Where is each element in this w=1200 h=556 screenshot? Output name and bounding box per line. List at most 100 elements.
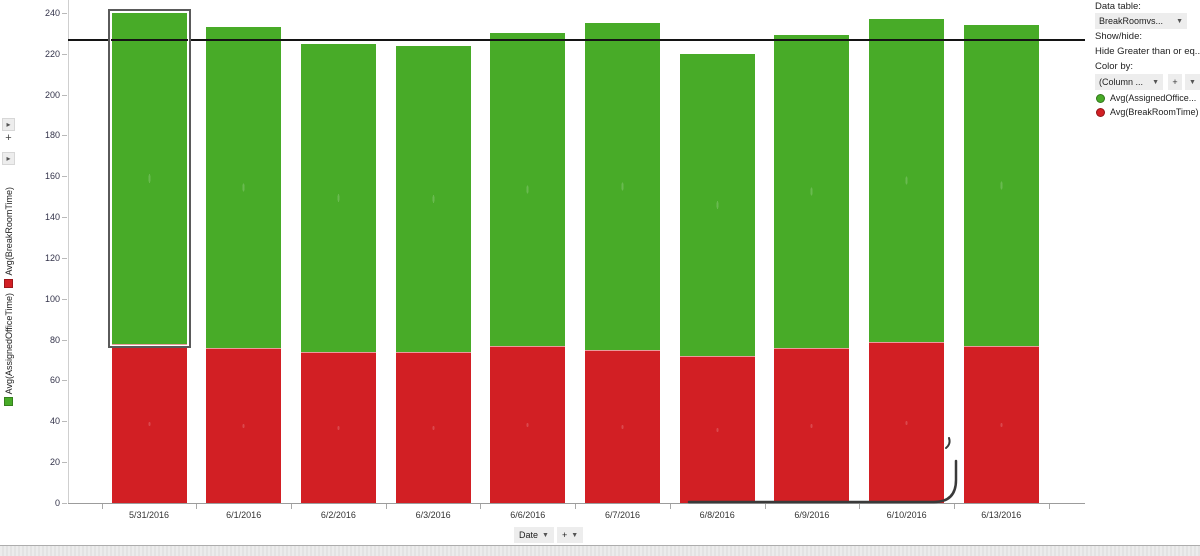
data-table-dropdown[interactable]: BreakRoomvs... ▼	[1095, 13, 1187, 29]
bar-red-segment[interactable]	[774, 347, 850, 503]
data-table-value: BreakRoomvs...	[1099, 16, 1164, 26]
legend-item-assignedoffice[interactable]: Avg(AssignedOffice...	[1096, 93, 1196, 103]
bar-red-segment[interactable]	[869, 341, 945, 503]
show-hide-label: Show/hide:	[1095, 31, 1143, 42]
y-axis-dropdown-icon[interactable]: ▸	[2, 152, 15, 165]
red-dot-icon	[1096, 107, 1105, 117]
x-axis-date-label: 6/13/2016	[981, 510, 1022, 520]
x-axis-date-label: 6/3/2016	[415, 510, 451, 520]
green-dot-icon	[1096, 93, 1105, 103]
bar-green-segment[interactable]	[963, 25, 1039, 346]
legend-label: Avg(AssignedOffice...	[1110, 93, 1197, 103]
selection-outline	[107, 8, 191, 348]
x-axis-date-label: 6/8/2016	[699, 510, 735, 520]
bar-red-segment[interactable]	[490, 345, 566, 503]
y-axis-label: Avg(AssignedOfficeTime)	[3, 292, 14, 394]
chevron-down-icon: ▼	[542, 531, 549, 539]
x-axis-tick	[196, 504, 198, 509]
color-by-value: (Column ...	[1099, 77, 1144, 87]
x-axis-tick	[385, 504, 387, 509]
horizontal-scrollbar[interactable]	[0, 545, 1200, 556]
bar-green-segment[interactable]	[300, 43, 376, 352]
x-axis-selector-label: Date	[519, 530, 539, 540]
color-by-dropdown-arrow[interactable]: ▼	[1185, 74, 1200, 90]
y-axis-tick-label: 0	[54, 498, 60, 508]
x-axis-line	[68, 503, 1085, 504]
y-axis-tick-label: 100	[44, 293, 60, 304]
y-axis-tick-label: 120	[44, 252, 60, 263]
bar-green-segment[interactable]	[395, 45, 471, 352]
plot-left-border	[68, 0, 69, 503]
y-axis-tick-label: 200	[44, 89, 60, 100]
x-axis-tick	[1048, 504, 1050, 509]
y-axis-tick	[62, 257, 67, 259]
y-axis-tick	[62, 94, 67, 96]
green-square-icon	[4, 397, 13, 406]
legend-label: Avg(BreakRoomTime)	[1110, 107, 1199, 117]
y-axis-tick	[62, 380, 67, 382]
bar-red-segment[interactable]	[300, 351, 376, 503]
x-axis-selector[interactable]: Date ▼	[514, 527, 554, 543]
bar-red-segment[interactable]	[395, 351, 471, 503]
bar-green-segment[interactable]	[869, 19, 945, 342]
color-by-label: Color by:	[1095, 61, 1134, 72]
y-axis-label: Avg(BreakRoomTime)	[3, 187, 14, 276]
x-axis-tick	[953, 504, 955, 509]
x-axis-date-label: 6/10/2016	[886, 510, 927, 520]
bar-red-segment[interactable]	[585, 349, 660, 503]
y-axis-tick	[62, 339, 67, 341]
y-axis-tick	[62, 217, 67, 219]
chevron-down-icon: ▼	[1152, 78, 1159, 86]
x-axis-date-label: 6/9/2016	[794, 510, 830, 520]
y-axis-add-button[interactable]: +	[5, 132, 12, 144]
y-axis-tick-label: 180	[44, 130, 60, 141]
y-axis-tick-label: 20	[49, 457, 60, 468]
x-axis-tick	[669, 504, 671, 509]
bar-green-segment[interactable]	[111, 12, 187, 344]
x-axis-tick	[480, 504, 482, 509]
show-hide-rule[interactable]: Hide Greater than or eq...	[1095, 46, 1200, 57]
x-axis-tick	[575, 504, 577, 509]
bar-red-segment[interactable]	[111, 343, 187, 503]
bar-red-segment[interactable]	[206, 347, 282, 503]
bar-red-segment[interactable]	[679, 355, 755, 503]
y-axis-tick-label: 240	[44, 7, 60, 18]
y-axis-tick	[62, 12, 67, 14]
bar-green-segment[interactable]	[774, 35, 850, 348]
x-axis-date-label: 6/1/2016	[226, 510, 262, 520]
data-table-label: Data table:	[1095, 1, 1141, 12]
bar-green-segment[interactable]	[585, 23, 660, 350]
y-axis-selector-assignedoffice[interactable]: Avg(AssignedOfficeTime)	[1, 288, 16, 406]
x-axis-date-label: 6/7/2016	[604, 510, 641, 520]
chevron-down-icon: ▼	[1189, 78, 1196, 86]
y-axis-tick-label: 220	[44, 48, 60, 59]
y-axis-tick	[62, 298, 67, 300]
color-by-dropdown[interactable]: (Column ... ▼	[1095, 74, 1163, 90]
bar-red-segment[interactable]	[963, 345, 1039, 503]
red-square-icon	[4, 279, 13, 288]
y-axis-tick-label: 60	[49, 375, 60, 386]
y-axis-tick	[62, 421, 67, 423]
x-axis-add-selector[interactable]: + ▼	[557, 527, 584, 543]
y-axis-dropdown-icon[interactable]: ▸	[2, 118, 15, 131]
x-axis-date-label: 6/6/2016	[510, 510, 546, 520]
x-axis-tick	[101, 504, 103, 509]
x-axis-date-label: 5/31/2016	[128, 510, 170, 520]
y-axis-tick	[62, 503, 67, 504]
x-axis-tick	[291, 504, 293, 509]
chevron-down-icon: ▼	[571, 531, 579, 539]
bar-green-segment[interactable]	[206, 27, 282, 348]
color-by-add-button[interactable]: +	[1168, 74, 1182, 90]
x-axis-date-label: 6/2/2016	[320, 510, 356, 520]
chevron-down-icon: ▼	[1176, 17, 1183, 25]
legend-item-breakroom[interactable]: Avg(BreakRoomTime)	[1096, 107, 1199, 117]
bar-green-segment[interactable]	[679, 53, 755, 356]
y-axis-selector-breakroom[interactable]: Avg(BreakRoomTime)	[1, 170, 16, 288]
y-axis-tick-label: 140	[44, 212, 60, 223]
bar-green-segment[interactable]	[490, 33, 566, 346]
x-axis-tick	[764, 504, 766, 509]
y-axis-tick	[62, 462, 67, 464]
y-axis-tick	[62, 53, 67, 55]
y-axis-tick-label: 80	[49, 334, 60, 345]
